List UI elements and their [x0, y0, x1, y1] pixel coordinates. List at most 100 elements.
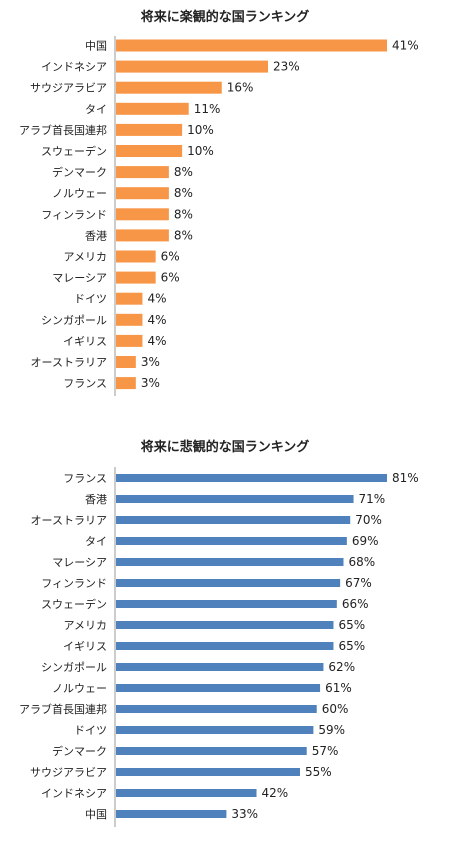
value-label: 65%	[338, 618, 365, 632]
value-label: 66%	[342, 597, 369, 611]
value-label: 16%	[227, 81, 254, 95]
category-label: オーストラリア	[31, 356, 107, 369]
category-label: フランス	[63, 472, 107, 485]
bar	[116, 537, 347, 545]
category-label: サウジアラビア	[30, 766, 107, 779]
bar	[116, 334, 143, 347]
value-label: 71%	[359, 492, 386, 506]
value-label: 3%	[141, 376, 160, 390]
category-label: タイ	[85, 535, 107, 548]
category-label: サウジアラビア	[30, 82, 107, 95]
bar	[116, 516, 351, 524]
category-label: イギリス	[63, 335, 107, 348]
bar	[116, 474, 387, 482]
optimistic-chart-svg: 中国 41% インドネシア 23% サウジアラビア 16% タイ 11% アラブ首長国連邦 10%…	[19, 36, 419, 396]
bar	[116, 123, 183, 136]
value-label: 23%	[273, 60, 300, 74]
category-label: ドイツ	[74, 293, 107, 306]
category-label: デンマーク	[52, 165, 107, 179]
category-label: マレーシア	[52, 556, 107, 569]
value-label: 55%	[305, 765, 332, 779]
category-label: タイ	[85, 103, 107, 116]
value-label: 68%	[349, 555, 376, 569]
bar	[116, 600, 337, 608]
category-label: スウェーデン	[41, 144, 107, 158]
value-label: 4%	[147, 334, 166, 348]
category-label: フィンランド	[41, 577, 107, 590]
chart-title: 将来に悲観的な国ランキング	[140, 440, 310, 455]
category-label: マレーシア	[52, 272, 107, 285]
pessimistic-chart-svg: フランス 81% 香港 71% オーストラリア 70% タイ 69% マレーシア 68% フィンラン…	[19, 467, 419, 827]
optimistic-chart: 将来に楽観的な国ランキング 中国 41% インドネシア 23% サウジアラビア 16% タイ…	[0, 0, 450, 410]
value-label: 62%	[328, 660, 355, 674]
value-label: 11%	[194, 102, 221, 116]
bar	[116, 810, 227, 818]
category-label: インドネシア	[41, 787, 107, 800]
bar	[116, 684, 321, 692]
value-label: 57%	[312, 744, 339, 758]
bar	[116, 271, 156, 284]
bar	[116, 39, 387, 52]
category-label: ノルウェー	[52, 187, 107, 200]
value-label: 33%	[231, 807, 258, 821]
category-label: 中国	[85, 808, 107, 821]
value-label: 41%	[392, 39, 419, 53]
value-label: 65%	[338, 639, 365, 653]
value-label: 59%	[318, 723, 345, 737]
category-label: シンガポール	[41, 314, 107, 327]
value-label: 10%	[187, 123, 214, 137]
value-label: 60%	[322, 702, 349, 716]
value-label: 8%	[174, 228, 193, 242]
bar	[116, 642, 334, 650]
category-label: シンガポール	[41, 661, 107, 674]
category-label: アラブ首長国連邦	[19, 123, 107, 137]
value-label: 61%	[325, 681, 352, 695]
bar	[116, 102, 189, 115]
bar	[116, 145, 183, 157]
bar	[116, 768, 301, 776]
bar	[116, 621, 334, 629]
value-label: 4%	[147, 313, 166, 327]
category-label: インドネシア	[41, 61, 107, 74]
bar	[116, 377, 136, 390]
bar	[116, 663, 324, 671]
bar	[116, 292, 143, 305]
value-label: 42%	[262, 786, 289, 800]
value-label: 6%	[161, 271, 180, 285]
value-label: 67%	[345, 576, 372, 590]
value-label: 8%	[174, 207, 193, 221]
category-label: オーストラリア	[31, 514, 107, 527]
value-label: 4%	[147, 292, 166, 306]
bar	[116, 229, 169, 242]
bar	[116, 81, 222, 94]
value-label: 3%	[141, 355, 160, 369]
value-label: 8%	[174, 186, 193, 200]
category-label: ドイツ	[74, 724, 107, 737]
value-label: 10%	[187, 144, 214, 158]
bar	[116, 208, 169, 221]
category-label: アラブ首長国連邦	[19, 702, 107, 716]
value-label: 81%	[392, 471, 419, 485]
value-label: 8%	[174, 165, 193, 179]
value-label: 70%	[355, 513, 382, 527]
pessimistic-chart: 将来に悲観的な国ランキング フランス 81% 香港 71% オーストラリア 70% タイ 69…	[0, 430, 450, 849]
category-label: 香港	[85, 229, 107, 242]
category-label: ノルウェー	[52, 682, 107, 695]
category-label: アメリカ	[64, 619, 107, 632]
bar	[116, 705, 317, 713]
category-label: デンマーク	[52, 744, 107, 758]
bar	[116, 726, 314, 734]
category-label: 香港	[85, 493, 107, 506]
bar	[116, 313, 143, 326]
bar	[116, 187, 169, 200]
category-label: アメリカ	[64, 251, 107, 264]
chart-title: 将来に楽観的な国ランキング	[140, 10, 310, 25]
bar	[116, 356, 136, 368]
value-label: 6%	[161, 250, 180, 264]
category-label: フィンランド	[41, 208, 107, 221]
bar	[116, 789, 257, 797]
bar	[116, 166, 169, 179]
bar	[116, 579, 341, 587]
category-label: 中国	[85, 40, 107, 53]
category-label: フランス	[63, 377, 107, 390]
